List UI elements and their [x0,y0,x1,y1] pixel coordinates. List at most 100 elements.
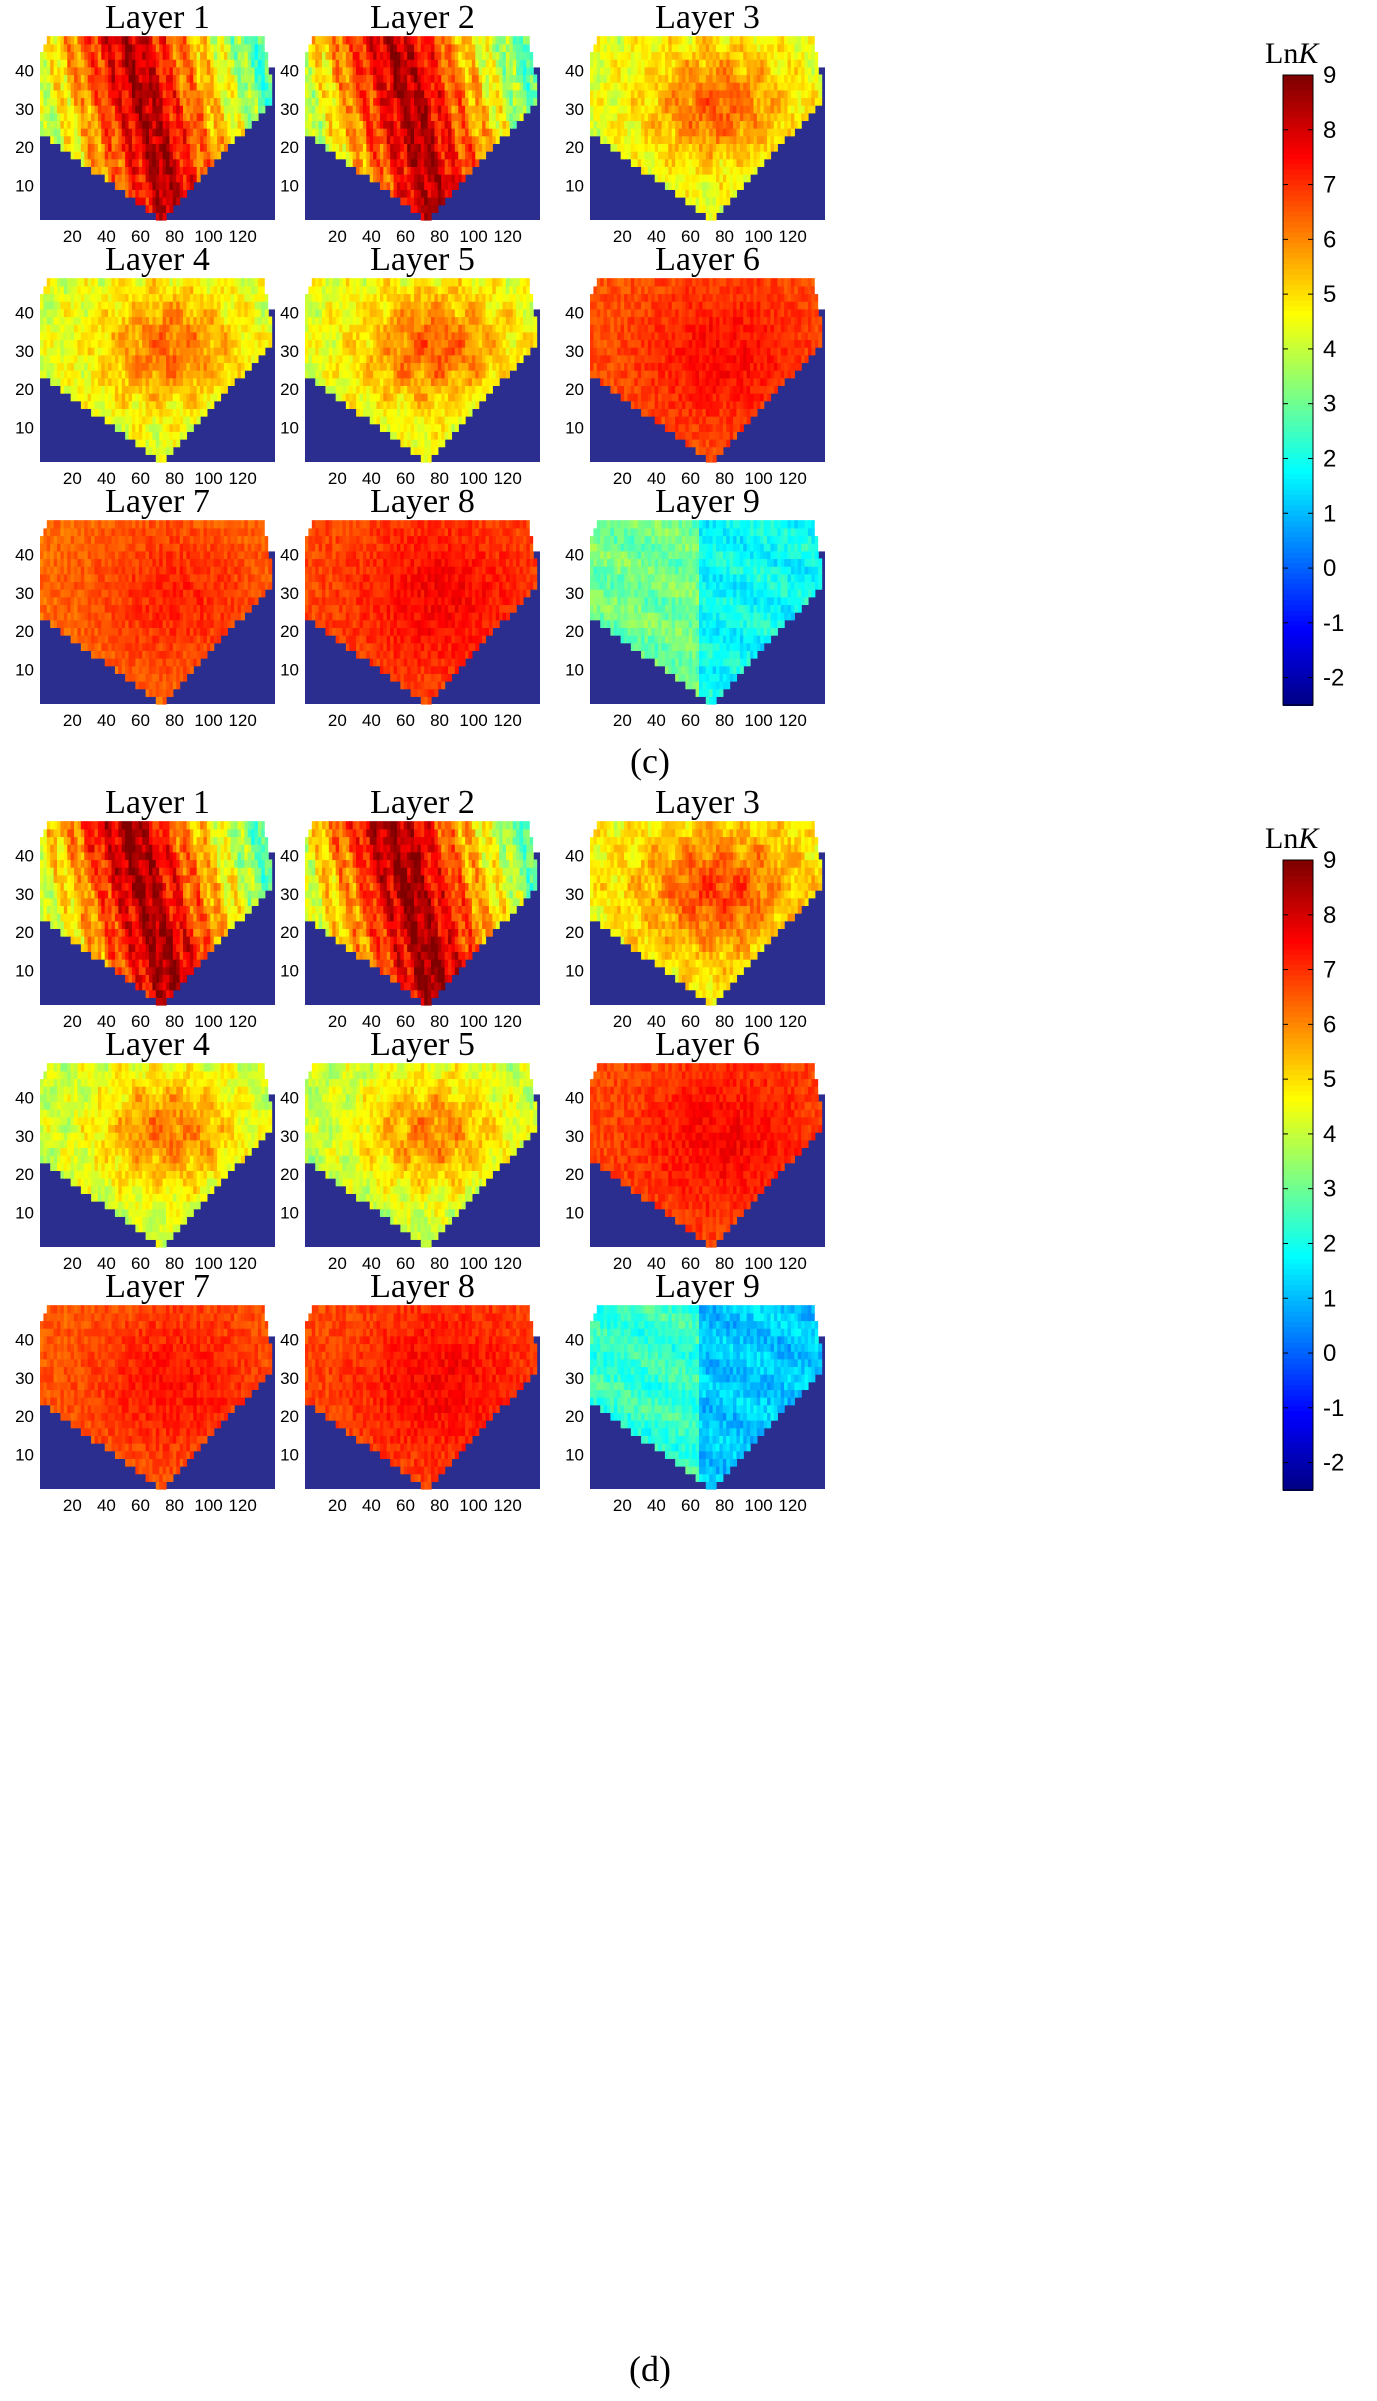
colorbar-tick-label: 7 [1323,957,1336,984]
colorbar-tick-label: 0 [1323,555,1336,582]
colorbar-tick-label: 1 [1323,1285,1336,1312]
y-tick-label: 20 [280,1165,299,1184]
map-layer-c-5: Layer 5 10 20 30 40 20 40 60 80 100 120 [280,241,541,488]
colorbar-tick-label: 1 [1323,500,1336,527]
x-tick-label: 100 [459,711,487,730]
y-tick-label: 30 [15,342,34,361]
layer-title: Layer 2 [370,784,475,821]
x-tick-label: 120 [228,469,256,488]
x-tick-label: 40 [647,1254,666,1273]
colorbar-tick-label: 3 [1323,1176,1336,1203]
colorbar-tick-label: 2 [1323,1230,1336,1257]
x-tick-label: 100 [194,469,222,488]
x-tick-label: 120 [778,227,806,246]
y-tick-label: 30 [565,100,584,119]
layer-title: Layer 8 [370,1268,475,1305]
x-tick-label: 100 [459,227,487,246]
y-tick-label: 30 [565,1127,584,1146]
y-tick-label: 20 [15,380,34,399]
y-tick-label: 10 [15,661,34,680]
x-tick-label: 40 [362,469,381,488]
x-tick-label: 40 [97,469,116,488]
x-tick-label: 100 [744,1254,772,1273]
y-tick-label: 40 [280,1089,299,1108]
layer-title: Layer 9 [655,1268,760,1305]
colorbar-label: LnK [1265,37,1320,70]
colorbar-tick-label: -1 [1323,1395,1344,1422]
x-tick-label: 100 [194,1254,222,1273]
y-tick-label: 10 [565,177,584,196]
x-tick-label: 100 [194,1012,222,1031]
y-tick-label: 10 [15,962,34,981]
colorbar-tick-label: 5 [1323,1066,1336,1093]
x-tick-label: 80 [715,469,734,488]
y-tick-label: 10 [15,1204,34,1223]
x-tick-label: 20 [613,469,632,488]
colorbar-tick-label: 6 [1323,226,1336,253]
x-tick-label: 60 [681,1254,700,1273]
x-tick-label: 60 [681,469,700,488]
layer-title: Layer 7 [105,1268,210,1305]
colorbar-tick-label: 2 [1323,445,1336,472]
map-layer-d-8: Layer 8 10 20 30 40 20 40 60 80 100 120 [280,1268,541,1515]
y-tick-label: 20 [280,923,299,942]
x-tick-label: 20 [613,1254,632,1273]
colorbar-tick-label: -1 [1323,610,1344,637]
x-tick-label: 120 [493,1254,521,1273]
x-tick-label: 100 [744,711,772,730]
x-tick-label: 120 [228,1496,256,1515]
x-tick-label: 120 [493,711,521,730]
x-tick-label: 40 [97,1012,116,1031]
y-tick-label: 10 [15,1446,34,1465]
x-tick-label: 80 [165,1254,184,1273]
layer-title: Layer 1 [105,0,210,36]
y-tick-label: 30 [280,100,299,119]
x-tick-label: 100 [744,1496,772,1515]
x-tick-label: 40 [97,711,116,730]
map-layer-d-4: Layer 4 10 20 30 40 20 40 60 80 100 120 [15,1026,276,1273]
x-tick-label: 80 [165,469,184,488]
map-layer-d-3: Layer 3 10 20 30 40 20 40 60 80 100 120 [565,784,826,1031]
x-tick-label: 60 [131,1012,150,1031]
x-tick-label: 20 [613,227,632,246]
x-tick-label: 60 [396,711,415,730]
y-tick-label: 40 [280,847,299,866]
y-tick-label: 10 [15,177,34,196]
colorbar-tick-label: -2 [1323,1450,1344,1477]
x-tick-label: 60 [131,227,150,246]
y-tick-label: 20 [280,622,299,641]
y-tick-label: 40 [565,62,584,81]
x-tick-label: 40 [362,227,381,246]
x-tick-label: 80 [715,1012,734,1031]
y-tick-label: 30 [15,100,34,119]
x-tick-label: 60 [681,711,700,730]
y-tick-label: 20 [280,138,299,157]
y-tick-label: 10 [280,419,299,438]
colorbar-tick-label: 9 [1323,847,1336,874]
x-tick-label: 60 [396,469,415,488]
y-tick-label: 20 [565,1407,584,1426]
colorbar-tick-label: 4 [1323,336,1336,363]
y-tick-label: 40 [15,546,34,565]
y-tick-label: 10 [565,1204,584,1223]
layer-title: Layer 6 [655,241,760,278]
x-tick-label: 20 [63,1012,82,1031]
y-tick-label: 10 [15,419,34,438]
x-tick-label: 100 [744,469,772,488]
x-tick-label: 120 [778,1496,806,1515]
y-tick-label: 30 [280,1369,299,1388]
panel-caption: (c) [630,741,670,781]
colorbar-label: LnK [1265,822,1320,855]
x-tick-label: 20 [328,469,347,488]
x-tick-label: 60 [396,227,415,246]
colorbar-tick-label: 4 [1323,1121,1336,1148]
x-tick-label: 20 [613,1012,632,1031]
layer-title: Layer 8 [370,483,475,520]
map-layer-d-2: Layer 2 10 20 30 40 20 40 60 80 100 120 [280,784,541,1031]
map-layer-c-9: Layer 9 10 20 30 40 20 40 60 80 100 120 [565,483,826,730]
y-tick-label: 10 [565,962,584,981]
y-tick-label: 10 [280,962,299,981]
y-tick-label: 40 [565,304,584,323]
x-tick-label: 60 [396,1496,415,1515]
x-tick-label: 40 [97,227,116,246]
